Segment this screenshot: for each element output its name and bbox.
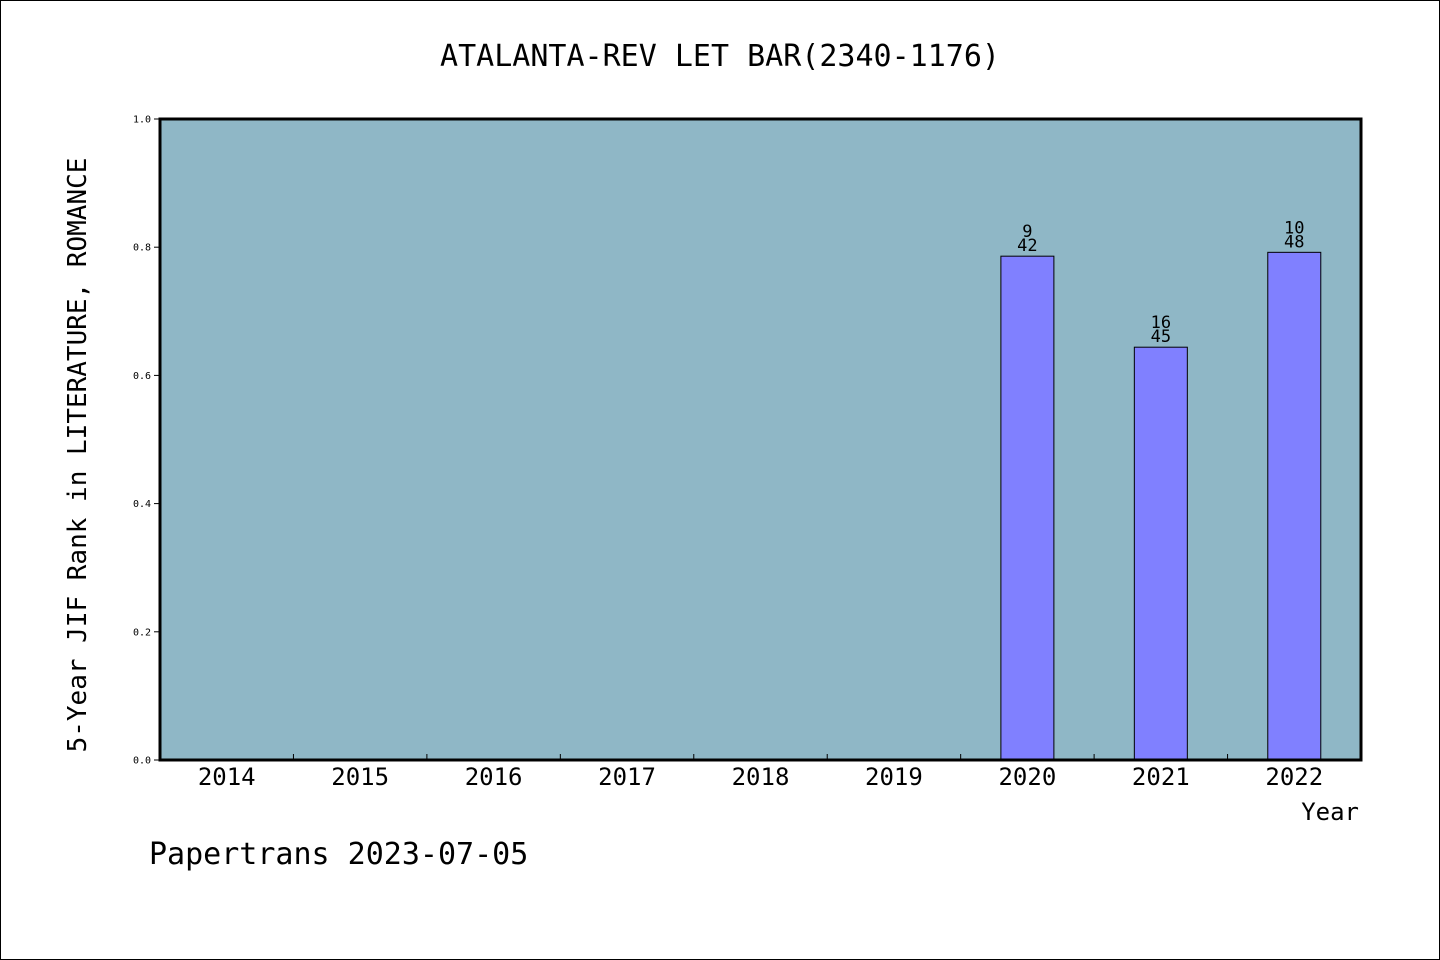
- y-tick-label: 0.2: [133, 627, 151, 638]
- y-axis-label: 5-Year JIF Rank in LITERATURE, ROMANCE: [63, 158, 93, 753]
- bar-rank-label: 9: [1022, 222, 1032, 242]
- bar-2020: [1000, 255, 1055, 761]
- y-tick-label: 0.8: [133, 243, 151, 254]
- bar-rank-label: 16: [1151, 313, 1171, 333]
- plot-border: [158, 117, 1363, 762]
- x-tick-label: 2014: [198, 763, 256, 791]
- x-tick-label: 2019: [865, 763, 923, 791]
- x-tick-label: 2022: [1265, 763, 1323, 791]
- y-tick-label: 0.0: [133, 756, 151, 767]
- x-tick-label: 2017: [598, 763, 656, 791]
- x-tick-label: 2018: [732, 763, 790, 791]
- bar-2022: [1267, 251, 1322, 761]
- x-tick-label: 2020: [998, 763, 1056, 791]
- x-tick-label: 2021: [1132, 763, 1190, 791]
- chart-title: ATALANTA-REV LET BAR(2340-1176): [440, 39, 1000, 74]
- x-tick-label: 2015: [331, 763, 389, 791]
- y-tick-label: 0.4: [133, 499, 151, 510]
- bar-total-label: 48: [1284, 232, 1304, 252]
- y-tick-label: 1.0: [133, 115, 151, 126]
- bar-2021: [1133, 346, 1188, 761]
- x-axis-label: Year: [1301, 798, 1359, 826]
- x-tick-label: 2016: [465, 763, 523, 791]
- bar-total-label: 45: [1151, 327, 1171, 347]
- y-tick-label: 0.6: [133, 371, 151, 382]
- footer-text: Papertrans 2023-07-05: [149, 837, 528, 872]
- bar-total-label: 42: [1017, 236, 1037, 256]
- bar-rank-label: 10: [1284, 218, 1304, 238]
